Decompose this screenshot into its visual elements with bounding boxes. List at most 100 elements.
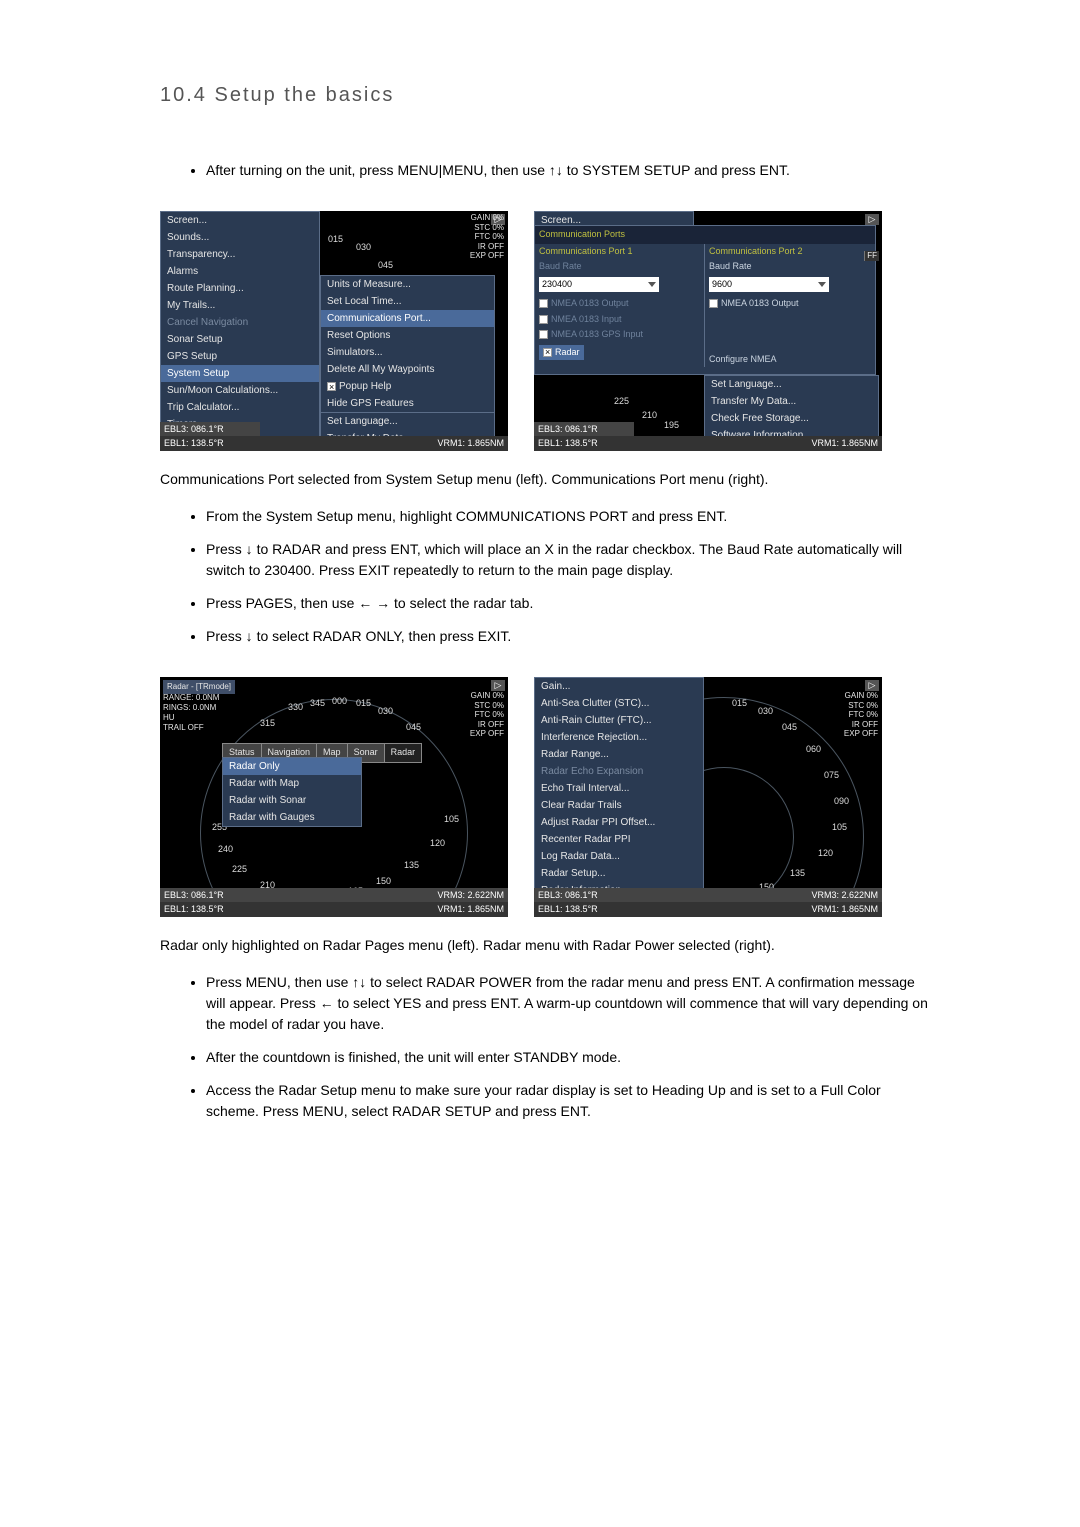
status-bar: EBL1: 138.5°R VRM1: 1.865NM (160, 902, 508, 918)
radar-menu[interactable]: Gain... Anti-Sea Clutter (STC)... Anti-R… (534, 677, 704, 917)
menu-item[interactable]: Reset Options (321, 327, 494, 344)
figure1-caption: Communications Port selected from System… (160, 469, 930, 490)
close-icon[interactable]: ▷ (865, 680, 879, 691)
menu-item[interactable]: Transfer My Data... (705, 393, 878, 410)
compass-tick: 315 (260, 717, 275, 731)
comm-port-2: Communications Port 2 Baud Rate 9600 NME… (705, 244, 875, 368)
menu-item[interactable]: Set Language... (321, 413, 494, 430)
figure-row-2: Radar - [TRmode] ▷ RANGE: 0.0NMRINGS: 0.… (160, 677, 930, 917)
close-icon[interactable]: ▷ (491, 680, 505, 691)
menu-item[interactable]: Sun/Moon Calculations... (161, 382, 319, 399)
tab-radar[interactable]: Radar (385, 744, 422, 762)
radar-pages-list[interactable]: Radar Only Radar with Map Radar with Son… (222, 757, 362, 827)
screenshot-system-setup: ▷ GAIN 0%STC 0% FTC 0%IR OFF EXP OFF 015… (160, 211, 508, 451)
vrm1-readout: VRM1: 1.865NM (437, 437, 504, 451)
menu-item[interactable]: Alarms (161, 263, 319, 280)
system-setup-submenu-partial[interactable]: Set Language... Transfer My Data... Chec… (704, 375, 879, 445)
checkbox-icon (539, 330, 548, 339)
menu-item[interactable]: Radar Echo Expansion (535, 763, 703, 780)
screenshot-radar-pages: Radar - [TRmode] ▷ RANGE: 0.0NMRINGS: 0.… (160, 677, 508, 917)
menu-item[interactable]: Set Language... (705, 376, 878, 393)
window-title: Radar - [TRmode] (163, 680, 235, 694)
menu-item-system-setup[interactable]: System Setup (161, 365, 319, 382)
menu-item[interactable]: Interference Rejection... (535, 729, 703, 746)
radar-readout: GAIN 0%STC 0% FTC 0%IR OFF EXP OFF (844, 691, 882, 739)
menu-item[interactable]: Anti-Sea Clutter (STC)... (535, 695, 703, 712)
compass-tick: 030 (378, 705, 393, 719)
menu-item[interactable]: Transparency... (161, 246, 319, 263)
baud-select-2[interactable]: 9600 (709, 277, 829, 293)
compass-tick: 150 (376, 875, 391, 889)
nmea-output-opt[interactable]: NMEA 0183 Output (535, 296, 704, 312)
panel-title: Communication Ports (535, 226, 875, 244)
ebl3-readout: EBL3: 086.1°R (164, 889, 224, 903)
ebl1-readout: EBL1: 138.5°R (164, 903, 224, 917)
ebl1-readout: EBL1: 138.5°R (164, 437, 224, 451)
compass-tick: 240 (218, 843, 233, 857)
menu-item[interactable]: Echo Trail Interval... (535, 780, 703, 797)
menu-item[interactable]: Clear Radar Trails (535, 797, 703, 814)
baud-label: Baud Rate (535, 259, 704, 275)
menu-item[interactable]: Adjust Radar PPI Offset... (535, 814, 703, 831)
menu-item[interactable]: Anti-Rain Clutter (FTC)... (535, 712, 703, 729)
compass-tick: 015 (328, 233, 343, 247)
ebl3-readout: EBL3: 086.1°R (538, 889, 598, 903)
menu-item[interactable]: Trip Calculator... (161, 399, 319, 416)
checkbox-icon (543, 348, 552, 357)
menu-item[interactable]: Set Local Time... (321, 293, 494, 310)
compass-tick: 015 (356, 697, 371, 711)
list-item-radar-only[interactable]: Radar Only (223, 758, 361, 775)
compass-tick: 195 (664, 419, 679, 433)
list-item[interactable]: Radar with Gauges (223, 809, 361, 826)
radar-readout: GAIN 0%STC 0% FTC 0%IR OFF EXP OFF (470, 213, 508, 261)
system-setup-submenu[interactable]: Units of Measure... Set Local Time... Co… (320, 275, 495, 451)
compass-tick: 120 (818, 847, 833, 861)
compass-tick: 060 (806, 743, 821, 757)
menu-item[interactable]: Gain... (535, 678, 703, 695)
menu-item[interactable]: Log Radar Data... (535, 848, 703, 865)
compass-tick: 135 (404, 859, 419, 873)
list-item: After the countdown is finished, the uni… (206, 1047, 930, 1068)
list-item[interactable]: Radar with Sonar (223, 792, 361, 809)
nmea-input-opt[interactable]: NMEA 0183 Input (535, 312, 704, 328)
list-item: Press ↓ to RADAR and press ENT, which wi… (206, 539, 930, 581)
bullets-2: From the System Setup menu, highlight CO… (206, 506, 930, 647)
menu-item[interactable]: Radar Setup... (535, 865, 703, 882)
compass-tick: 015 (732, 697, 747, 711)
nmea-output-opt2[interactable]: NMEA 0183 Output (705, 296, 875, 312)
menu-item[interactable]: Hide GPS Features (321, 395, 494, 412)
checkbox-icon (709, 299, 718, 308)
comm-port-1: Communications Port 1 Baud Rate 230400 N… (535, 244, 705, 368)
compass-tick: 075 (824, 769, 839, 783)
menu-item[interactable]: GPS Setup (161, 348, 319, 365)
close-icon[interactable]: ▷ (865, 214, 879, 225)
menu-item[interactable]: Check Free Storage... (705, 410, 878, 427)
menu-item[interactable]: Screen... (161, 212, 319, 229)
compass-tick: 330 (288, 701, 303, 715)
compass-tick: 135 (790, 867, 805, 881)
system-menu[interactable]: Screen... Sounds... Transparency... Alar… (160, 211, 320, 451)
menu-item[interactable]: Recenter Radar PPI (535, 831, 703, 848)
menu-item[interactable]: Sounds... (161, 229, 319, 246)
list-item: Press MENU, then use ↑↓ to select RADAR … (206, 972, 930, 1035)
compass-tick: 045 (406, 721, 421, 735)
configure-nmea-button[interactable]: Configure NMEA (705, 352, 875, 368)
port1-label: Communications Port 1 (535, 244, 704, 260)
menu-item[interactable]: Delete All My Waypoints (321, 361, 494, 378)
menu-item[interactable]: My Trails... (161, 297, 319, 314)
nmea-gps-opt[interactable]: NMEA 0183 GPS Input (535, 327, 704, 343)
menu-item-popup[interactable]: Popup Help (321, 378, 494, 395)
menu-item[interactable]: Route Planning... (161, 280, 319, 297)
baud-select-1[interactable]: 230400 (539, 277, 659, 293)
menu-item[interactable]: Sonar Setup (161, 331, 319, 348)
list-item[interactable]: Radar with Map (223, 775, 361, 792)
compass-tick: 045 (378, 259, 393, 273)
menu-item[interactable]: Units of Measure... (321, 276, 494, 293)
screenshot-radar-menu: ▷ GAIN 0%STC 0% FTC 0%IR OFF EXP OFF 015… (534, 677, 882, 917)
menu-item[interactable]: Simulators... (321, 344, 494, 361)
ff-badge: FF (864, 251, 879, 261)
menu-item[interactable]: Radar Range... (535, 746, 703, 763)
menu-item-comm-port[interactable]: Communications Port... (321, 310, 494, 327)
list-item: Press PAGES, then use ← → to select the … (206, 593, 930, 614)
radar-option[interactable]: Radar (539, 345, 584, 361)
